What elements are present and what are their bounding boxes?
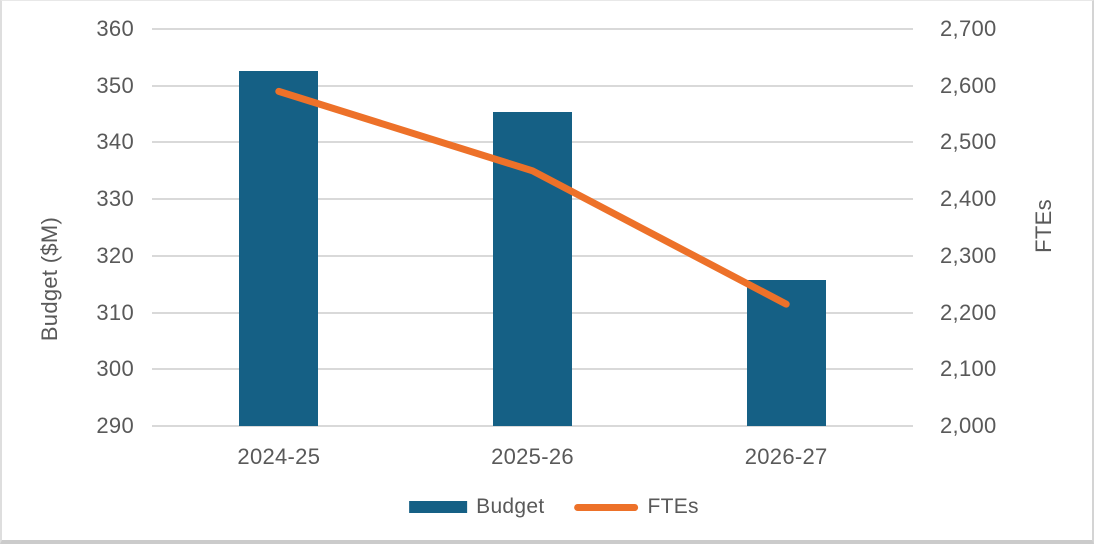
x-axis-label: 2025-26 [491,444,574,469]
left-axis-tick: 340 [96,129,134,155]
right-axis-tick: 2,100 [940,356,997,382]
right-axis-tick: 2,500 [940,129,997,155]
left-axis-tick: 320 [96,242,134,268]
left-axis-tick: 300 [96,356,134,382]
x-axis-label: 2024-25 [237,444,321,469]
gridline [152,425,913,427]
right-axis-tick: 2,700 [940,16,997,41]
right-axis-tick: 2,000 [940,413,997,438]
left-axis-tick: 310 [96,299,134,325]
legend-item-budget: Budget [409,495,544,519]
left-axis-tick: 290 [96,413,134,438]
budget-bar [239,70,319,426]
x-axis-label: 2026-27 [744,444,828,469]
ftes-swatch-icon [574,503,639,511]
gridline [152,28,913,30]
gridline [152,84,913,87]
legend-label-budget: Budget [476,495,545,518]
budget-swatch-icon [409,501,468,513]
right-axis-tick: 2,200 [940,299,997,325]
legend-item-ftes: FTEs [574,495,699,519]
left-axis-tick: 330 [96,186,134,212]
legend-label-ftes: FTEs [647,495,699,518]
right-axis-tick: 2,300 [940,242,997,268]
right-axis-tick: 2,600 [940,72,997,98]
left-axis-tick: 350 [96,72,134,98]
left-axis-tick: 360 [96,16,134,41]
right-axis-tick: 2,400 [940,186,997,212]
ftes-line [275,87,790,308]
legend: Budget FTEs [409,495,699,519]
